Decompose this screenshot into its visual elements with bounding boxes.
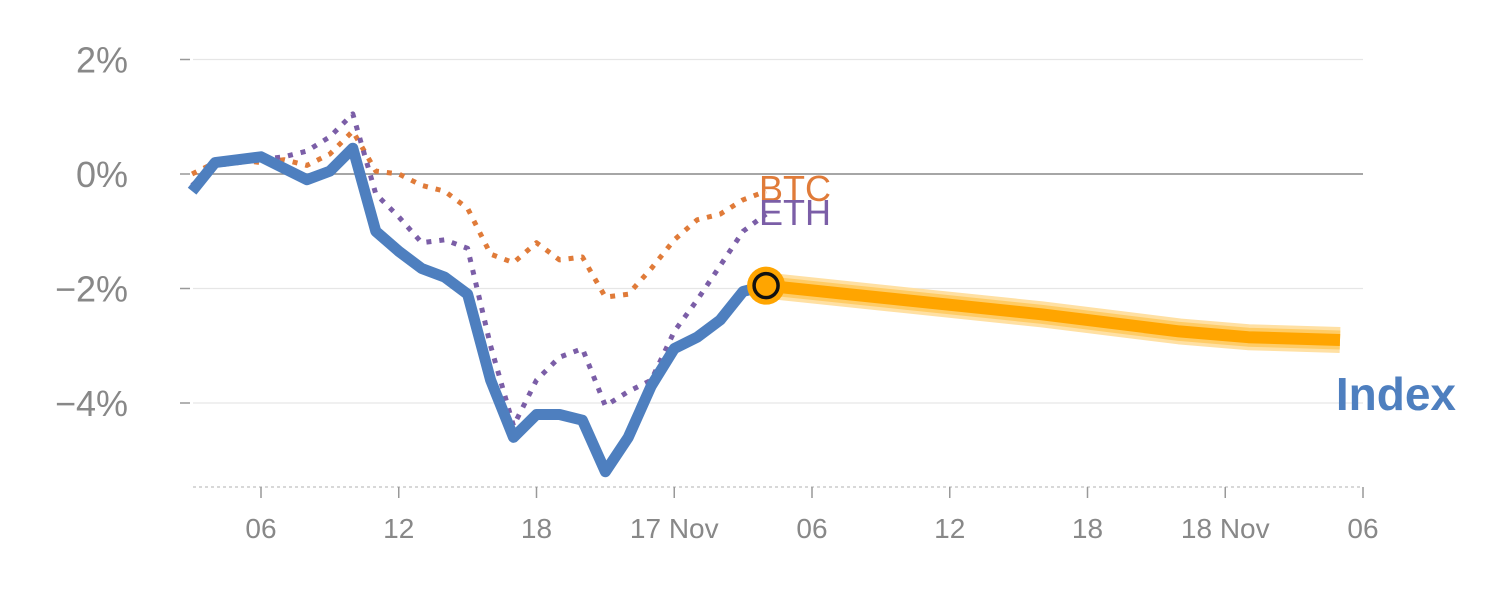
x-tick-labels: 06 12 18 17 Nov 06 12 18 18 Nov 06 xyxy=(245,513,1378,544)
current-point-dot xyxy=(752,271,780,300)
eth-series-label: ETH xyxy=(759,192,831,233)
y-axis: 2% 0% −2% −4% xyxy=(55,40,128,425)
x-tick-label: 12 xyxy=(934,513,965,544)
x-tick-label: 18 xyxy=(1072,513,1103,544)
y-tick-label: −4% xyxy=(55,383,128,424)
x-tick-label: 06 xyxy=(796,513,827,544)
x-tick-label: 18 xyxy=(521,513,552,544)
y-tick-label: 0% xyxy=(76,154,128,195)
x-tick-label: 06 xyxy=(245,513,276,544)
index-series-line xyxy=(187,142,768,478)
eth-series-line xyxy=(190,111,768,429)
x-axis xyxy=(193,486,1364,498)
index-series-label: Index xyxy=(1336,368,1457,420)
x-tick-label: 12 xyxy=(383,513,414,544)
x-tick-label: 18 Nov xyxy=(1181,513,1270,544)
forecast-line xyxy=(765,279,1341,346)
x-tick-label: 06 xyxy=(1347,513,1378,544)
forecast-band xyxy=(764,272,1341,353)
x-tick-label: 17 Nov xyxy=(630,513,719,544)
series-lines xyxy=(187,111,768,478)
current-point-marker xyxy=(747,266,786,305)
y-tick-label: 2% xyxy=(76,40,128,81)
btc-series-label: BTC xyxy=(759,168,831,209)
y-tick-label: −2% xyxy=(55,269,128,310)
